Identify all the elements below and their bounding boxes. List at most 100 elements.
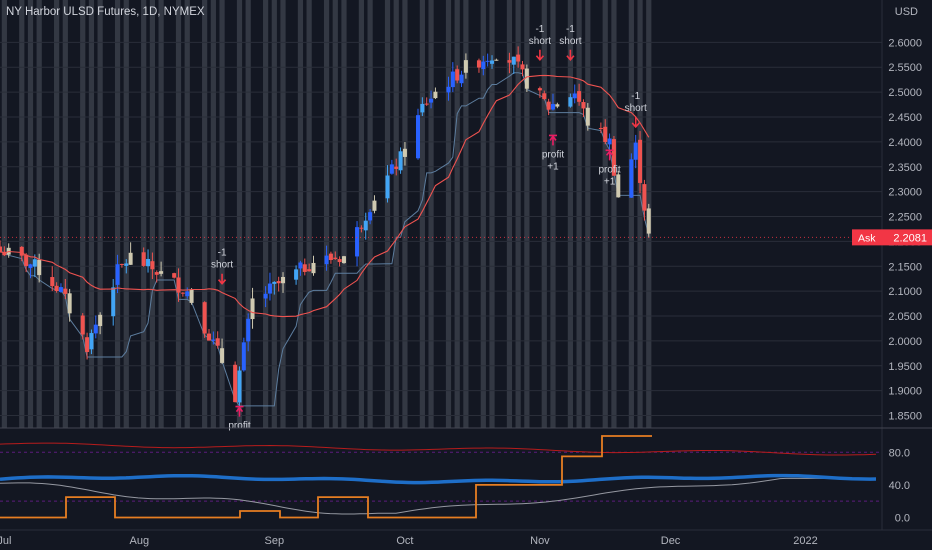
candle-body[interactable] xyxy=(202,302,207,334)
candle-body[interactable] xyxy=(494,59,499,61)
candle-body[interactable] xyxy=(80,315,85,335)
candle-body[interactable] xyxy=(341,256,346,264)
candle-body[interactable] xyxy=(337,259,342,263)
candle-body[interactable] xyxy=(429,98,434,103)
candle-body[interactable] xyxy=(207,333,211,341)
candle-body[interactable] xyxy=(50,277,55,287)
candle-body[interactable] xyxy=(537,88,542,91)
candle-body[interactable] xyxy=(185,291,190,297)
candle-body[interactable] xyxy=(603,126,608,143)
candle-body[interactable] xyxy=(154,272,159,275)
candle-body[interactable] xyxy=(402,148,407,157)
candle-body[interactable] xyxy=(450,71,455,88)
candle-body[interactable] xyxy=(555,104,560,107)
candle-body[interactable] xyxy=(616,174,621,198)
candle-body[interactable] xyxy=(511,56,516,65)
candle-body[interactable] xyxy=(611,139,616,176)
candle-body[interactable] xyxy=(633,142,638,160)
candle-body[interactable] xyxy=(276,281,281,284)
candle-body[interactable] xyxy=(420,103,425,113)
candle-body[interactable] xyxy=(389,164,394,174)
candle-body[interactable] xyxy=(607,138,612,145)
candle-body[interactable] xyxy=(220,348,225,363)
candle-body[interactable] xyxy=(372,200,377,211)
candle-body[interactable] xyxy=(328,253,333,261)
candle-body[interactable] xyxy=(446,86,451,93)
candle-body[interactable] xyxy=(642,184,647,211)
candle-body[interactable] xyxy=(550,104,555,110)
candle-body[interactable] xyxy=(172,273,177,278)
candle-body[interactable] xyxy=(298,262,303,269)
candle-body[interactable] xyxy=(119,263,124,265)
candle-body[interactable] xyxy=(180,292,185,294)
candle-body[interactable] xyxy=(581,102,586,109)
candle-body[interactable] xyxy=(333,257,338,259)
candle-body[interactable] xyxy=(58,287,63,292)
candle-body[interactable] xyxy=(128,252,133,265)
candle-body[interactable] xyxy=(215,338,220,346)
candle-body[interactable] xyxy=(490,60,495,64)
candle-body[interactable] xyxy=(141,252,146,266)
price-axis[interactable]: USD 2.6000 2.5500 2.5000 2.4500 2.4000 2.3500 2… xyxy=(852,0,932,530)
candle-body[interactable] xyxy=(546,101,551,110)
candle-body[interactable] xyxy=(324,255,329,265)
candle-body[interactable] xyxy=(302,264,307,272)
candle-body[interactable] xyxy=(520,64,525,70)
candle-body[interactable] xyxy=(63,288,68,294)
time-axis[interactable]: Jul Aug Sep Oct Nov Dec 2022 xyxy=(0,529,932,547)
candle-body[interactable] xyxy=(585,107,590,126)
candle-body[interactable] xyxy=(124,263,129,266)
candle-body[interactable] xyxy=(542,93,547,99)
candle-body[interactable] xyxy=(433,91,438,99)
candle-body[interactable] xyxy=(476,60,481,68)
candle-body[interactable] xyxy=(481,61,486,70)
candle-body[interactable] xyxy=(32,259,37,267)
candle-body[interactable] xyxy=(111,287,116,317)
candle-body[interactable] xyxy=(307,269,312,272)
candle-body[interactable] xyxy=(638,139,643,183)
candle-body[interactable] xyxy=(646,208,651,234)
candle-body[interactable] xyxy=(67,293,72,314)
candle-body[interactable] xyxy=(311,262,316,274)
oscillator-pane[interactable]: 80.0 40.0 0.0 xyxy=(0,427,932,524)
candle-body[interactable] xyxy=(54,285,59,292)
candle-body[interactable] xyxy=(115,264,120,285)
candle-body[interactable] xyxy=(568,97,573,107)
candle-body[interactable] xyxy=(250,298,255,320)
candle-body[interactable] xyxy=(189,289,194,303)
candle-body[interactable] xyxy=(577,91,582,102)
candle-body[interactable] xyxy=(516,54,521,62)
candle-body[interactable] xyxy=(28,264,33,268)
candle-body[interactable] xyxy=(629,159,634,198)
candle-body[interactable] xyxy=(524,68,529,89)
candle-body[interactable] xyxy=(146,258,151,267)
candle-body[interactable] xyxy=(424,103,429,105)
candle-body[interactable] xyxy=(463,60,468,73)
candle-body[interactable] xyxy=(246,318,251,342)
candle-body[interactable] xyxy=(159,271,164,274)
candle-body[interactable] xyxy=(416,115,420,159)
candle-body[interactable] xyxy=(237,370,242,403)
candle-body[interactable] xyxy=(37,259,42,276)
candle-body[interactable] xyxy=(385,175,390,199)
candle-body[interactable] xyxy=(85,337,90,353)
candle-body[interactable] xyxy=(281,276,286,284)
candle-body[interactable] xyxy=(368,212,373,221)
candle-body[interactable] xyxy=(89,333,94,350)
candle-body[interactable] xyxy=(98,314,103,327)
candle-body[interactable] xyxy=(93,324,98,334)
candle-body[interactable] xyxy=(150,261,155,270)
candle-body[interactable] xyxy=(267,283,272,294)
candle-body[interactable] xyxy=(233,364,238,403)
candle-body[interactable] xyxy=(24,254,29,266)
candle-body[interactable] xyxy=(263,293,268,299)
candle-body[interactable] xyxy=(272,281,277,284)
candle-body[interactable] xyxy=(459,74,464,84)
candle-body[interactable] xyxy=(294,269,299,280)
candle-body[interactable] xyxy=(507,60,512,63)
candle-body[interactable] xyxy=(398,151,403,171)
candle-body[interactable] xyxy=(598,127,603,129)
candle-body[interactable] xyxy=(0,246,2,252)
candle-body[interactable] xyxy=(363,220,368,231)
